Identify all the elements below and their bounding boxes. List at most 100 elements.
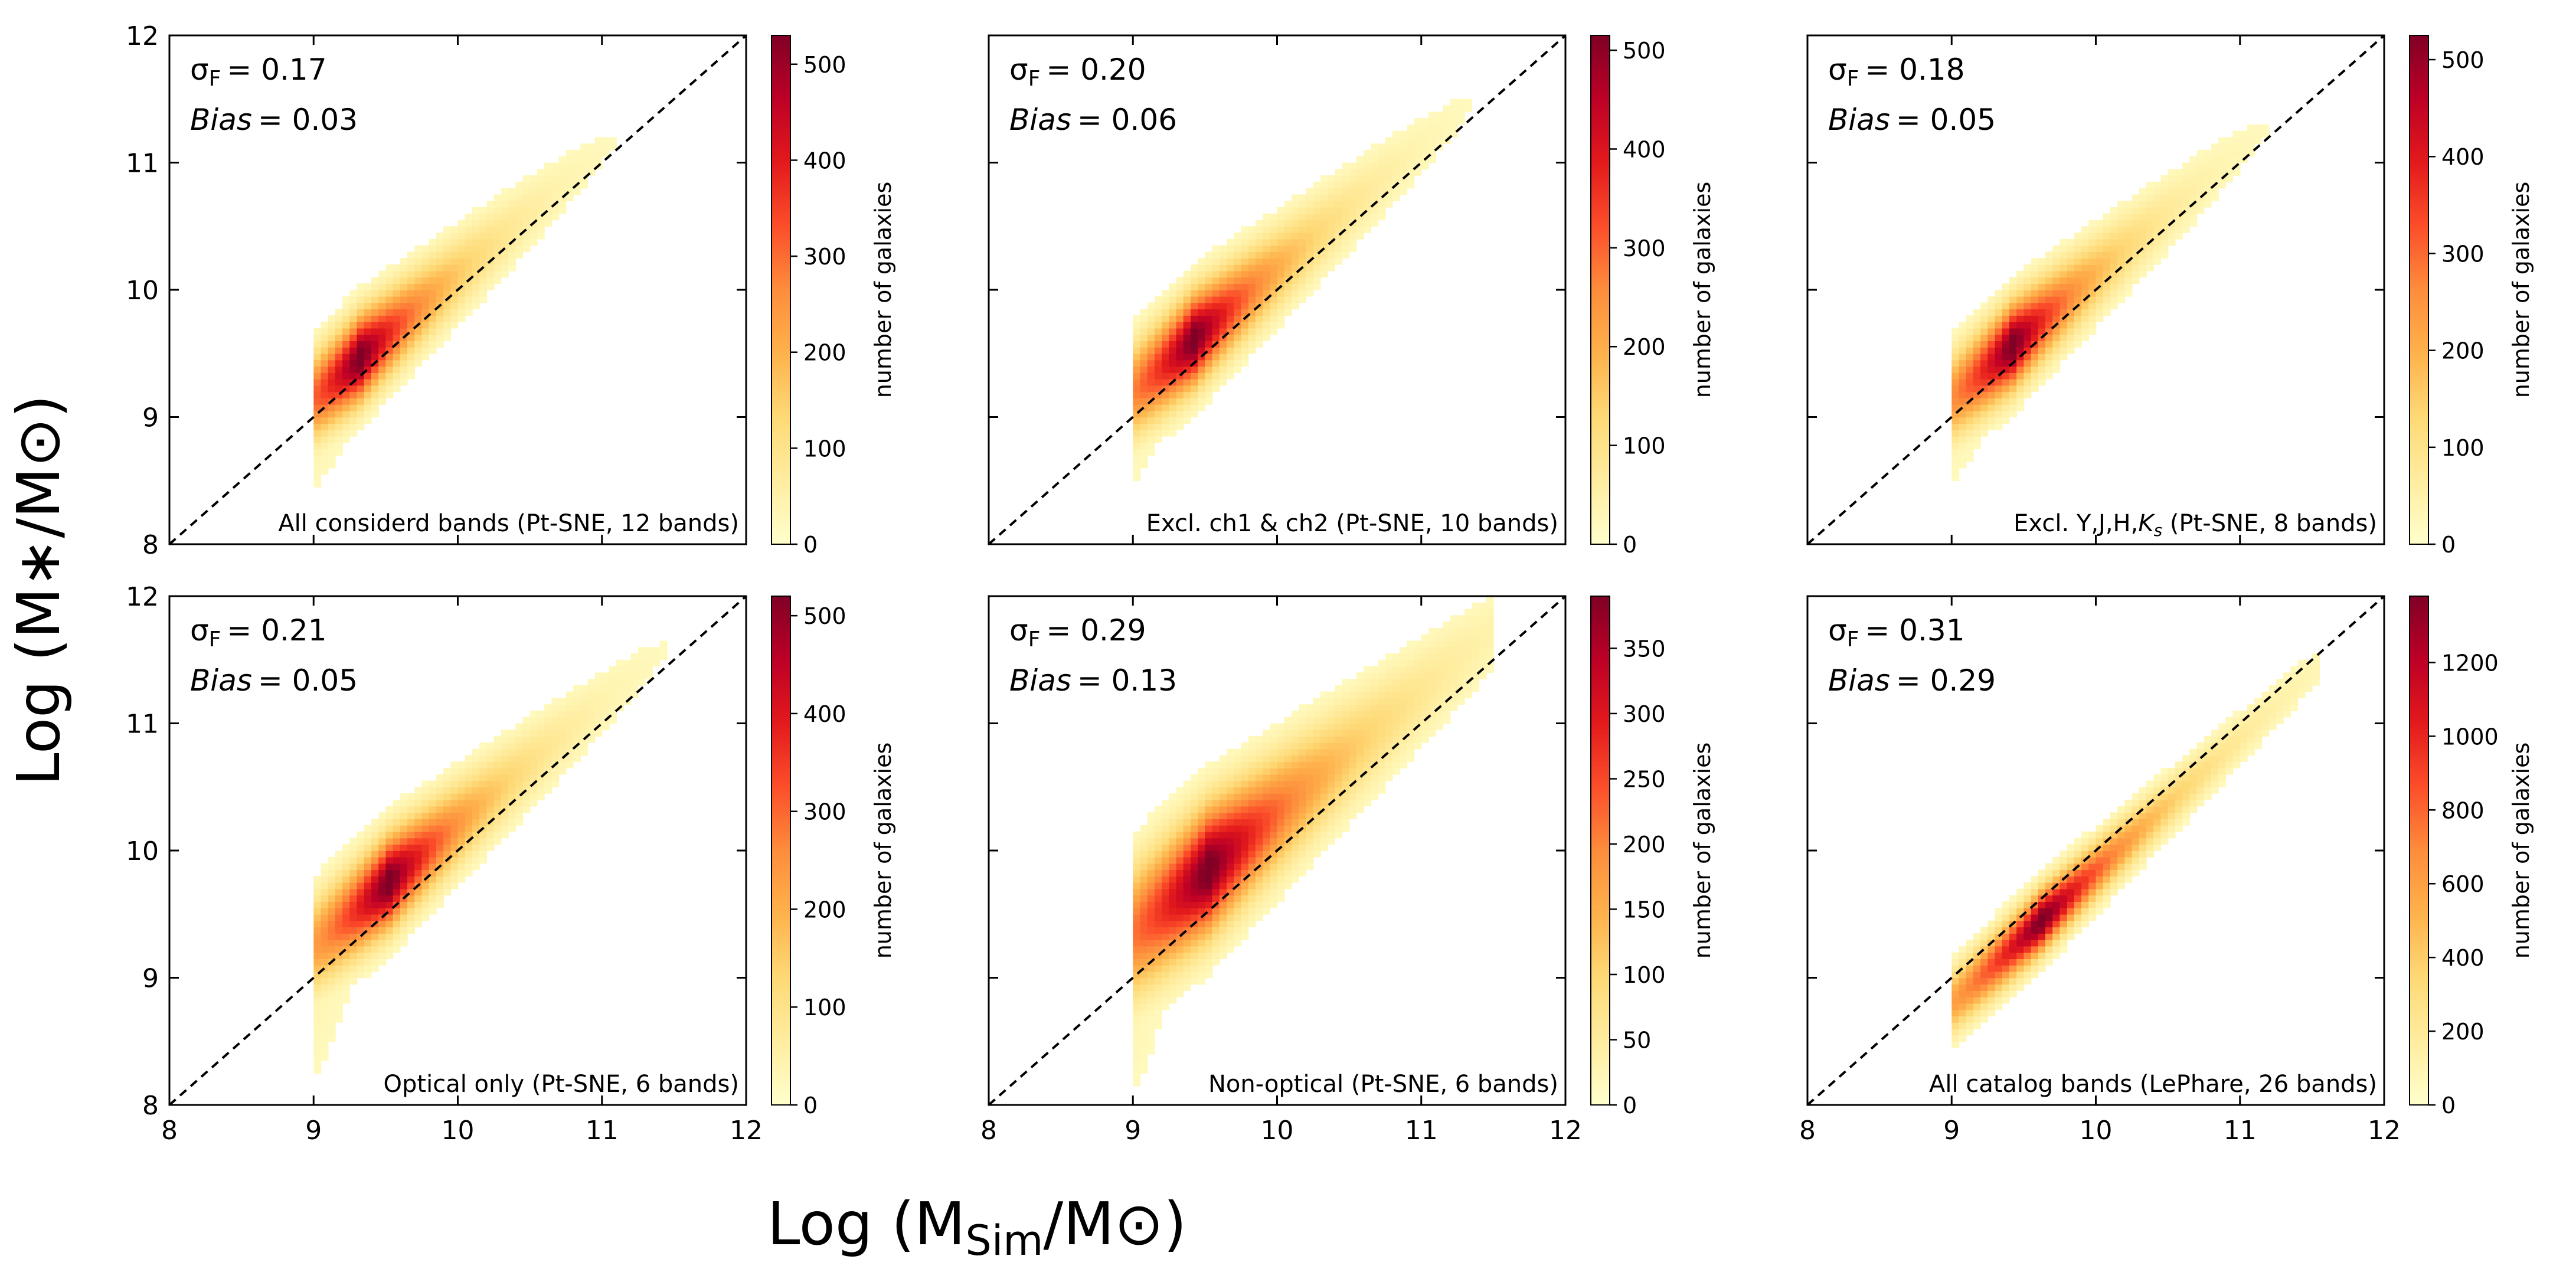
density-cell [529, 201, 538, 208]
density-cell [1421, 659, 1429, 667]
density-cell [1147, 321, 1155, 329]
density-cell [1140, 901, 1148, 908]
density-cell [1385, 188, 1393, 195]
colorbar-gradient [1590, 35, 1610, 545]
density-cell [1162, 927, 1170, 934]
bias-value: = 0.05 [1896, 103, 1996, 137]
density-cell [2045, 933, 2053, 940]
density-cell [1248, 856, 1256, 864]
density-cell [2153, 844, 2162, 851]
density-cell [1951, 1041, 1960, 1048]
density-cell [1241, 277, 1249, 284]
density-cell [2081, 908, 2090, 915]
density-cell [357, 914, 365, 921]
density-cell [2002, 971, 2010, 979]
density-cell [313, 1041, 322, 1048]
density-cell [414, 895, 423, 902]
colorbar-tick-label: 0 [803, 1093, 818, 1119]
density-cell [1378, 188, 1386, 195]
density-cell [508, 226, 516, 233]
density-cell [1212, 245, 1220, 253]
density-cell [544, 162, 553, 170]
density-cell [429, 341, 437, 348]
density-cell [1263, 793, 1271, 800]
density-cell [378, 366, 387, 373]
density-cell [378, 309, 387, 316]
colorbar-gradient [2409, 35, 2429, 545]
density-cell [1987, 927, 1996, 934]
density-cell [2189, 156, 2198, 163]
density-cell [1154, 869, 1162, 877]
density-cell [2088, 851, 2097, 858]
density-cell [1349, 679, 1357, 686]
density-cell [400, 277, 408, 284]
density-cell [1371, 717, 1379, 724]
density-cell [1140, 964, 1148, 972]
density-cell [1147, 869, 1155, 877]
density-cell [414, 359, 423, 367]
density-cell [1356, 226, 1364, 233]
density-cell [328, 882, 336, 889]
density-cell [1995, 391, 2003, 398]
density-cell [1133, 449, 1141, 456]
density-cell [472, 767, 480, 775]
density-cell [1328, 793, 1335, 800]
density-cell [349, 309, 358, 316]
density-cell [1162, 856, 1170, 864]
density-cell [1966, 372, 1974, 380]
density-cell [522, 748, 531, 756]
density-cell [1270, 220, 1278, 227]
bias-word: Bias [190, 663, 252, 698]
density-cell [1169, 315, 1177, 322]
density-cell [2103, 233, 2111, 240]
colorbar-label: number of galaxies [2508, 182, 2534, 398]
density-cell [1241, 914, 1249, 921]
density-cell [1133, 1041, 1141, 1048]
density-cell [1306, 290, 1314, 297]
density-cell [1241, 341, 1249, 348]
y-tick-label: 9 [142, 403, 159, 433]
density-cell [2204, 201, 2212, 208]
density-cell [1183, 869, 1191, 877]
density-cell [565, 194, 574, 201]
density-cell [357, 901, 365, 908]
density-cell [1169, 869, 1177, 877]
density-cell [313, 1009, 322, 1016]
density-cell [1154, 844, 1162, 851]
density-cell [385, 920, 394, 928]
density-cell [515, 793, 524, 800]
density-cell [1205, 914, 1213, 921]
density-cell [2110, 270, 2118, 278]
density-cell [2124, 226, 2133, 233]
density-cell [2103, 238, 2111, 246]
density-cell [342, 908, 351, 915]
density-cell [2045, 908, 2053, 915]
density-cell [1385, 672, 1393, 679]
density-cell [537, 233, 545, 240]
density-cell [1198, 372, 1206, 380]
density-cell [1392, 704, 1400, 711]
density-cell [652, 659, 661, 667]
density-cell [1133, 844, 1141, 851]
density-cell [2232, 730, 2241, 737]
density-cell [1407, 704, 1415, 711]
density-cell [465, 819, 473, 826]
density-cell [1205, 334, 1213, 341]
density-cell [1995, 933, 2003, 940]
density-cell [342, 914, 351, 921]
density-cell [529, 175, 538, 182]
density-cell [407, 838, 415, 845]
density-cell [450, 767, 459, 775]
density-cell [2146, 258, 2154, 265]
density-cell [1299, 761, 1307, 768]
density-cell [385, 844, 394, 851]
density-cell [2132, 856, 2140, 864]
density-cell [1133, 1079, 1141, 1087]
density-cell [2189, 806, 2198, 813]
density-cell [1356, 780, 1364, 788]
density-cell [357, 888, 365, 896]
density-cell [364, 838, 372, 845]
density-cell [1147, 372, 1155, 380]
density-cell [364, 851, 372, 858]
density-cell [2045, 328, 2053, 335]
